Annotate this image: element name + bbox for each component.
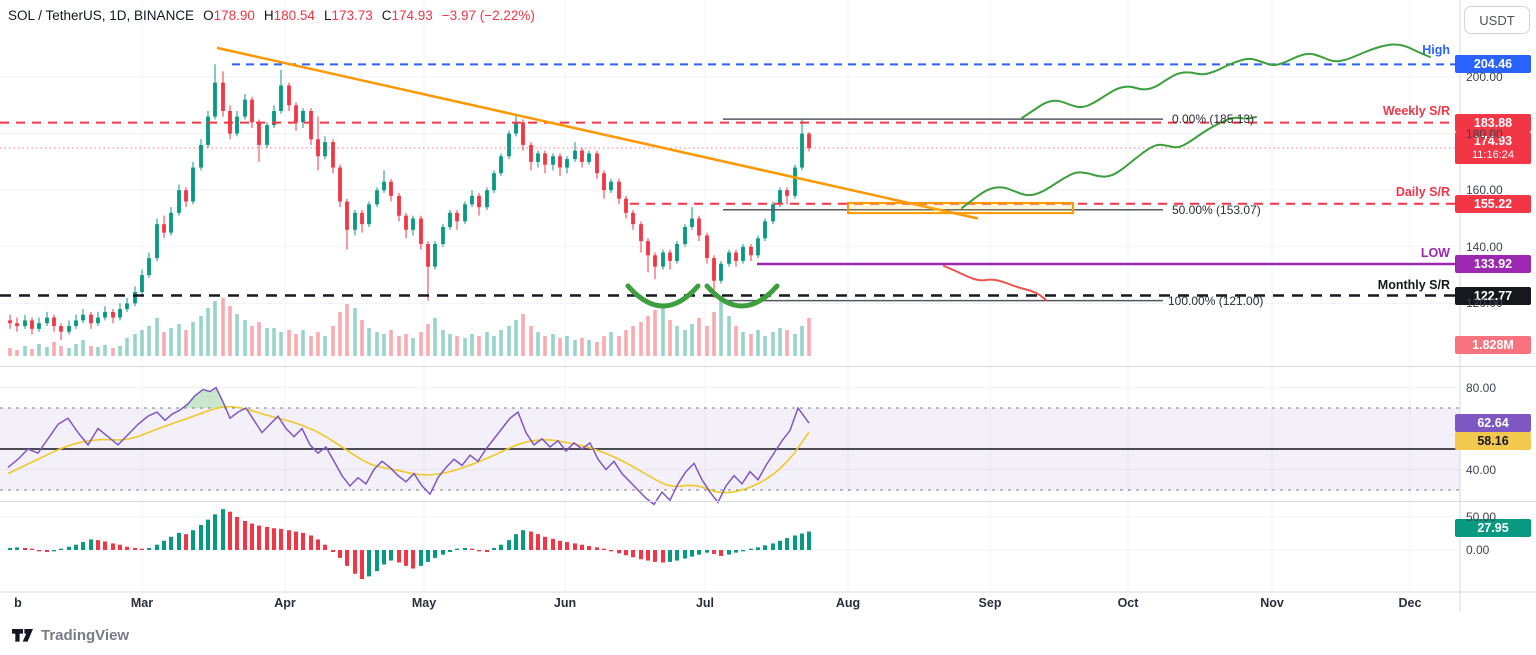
daily-sr-badge: 155.22 xyxy=(1455,194,1531,213)
macd-value-badge: 27.95 xyxy=(1455,519,1531,537)
symbol-legend: SOL / TetherUS, 1D, BINANCE O178.90 H180… xyxy=(8,8,535,23)
rsi-ma-value-badge: 58.16 xyxy=(1455,431,1531,450)
time-axis-month-label: Jul xyxy=(695,596,715,610)
time-axis-month-label: Dec xyxy=(1398,596,1422,610)
monthly-sr-label: Monthly S/R xyxy=(1377,278,1450,292)
high-level-label: High xyxy=(1422,43,1450,57)
time-axis-month-label: Jun xyxy=(553,596,577,610)
weekly-sr-label: Weekly S/R xyxy=(1382,104,1450,118)
bar-countdown: 11:16:24 xyxy=(1471,148,1514,161)
time-axis-month-label: Apr xyxy=(274,596,296,610)
time-axis-month-label: May xyxy=(411,596,437,610)
last-price-badge: 174.93 11:16:24 xyxy=(1455,131,1531,164)
fib-100-label: 100.00% (121.00) xyxy=(1168,294,1264,308)
time-axis-month-label: Mar xyxy=(130,596,154,610)
tradingview-logo-icon xyxy=(12,629,33,642)
symbol-title[interactable]: SOL / TetherUS, 1D, BINANCE xyxy=(8,8,195,23)
axis-tick-label: 40.00 xyxy=(1466,462,1497,477)
ohlc-open: O178.90 xyxy=(203,8,255,23)
tradingview-logo[interactable]: TradingView xyxy=(12,627,129,644)
ohlc-close: C174.93 xyxy=(381,8,433,23)
monthly-sr-badge: 122.77 xyxy=(1455,286,1531,305)
time-axis-month-label: Aug xyxy=(835,596,861,610)
axis-tick-label: 180.00 xyxy=(1466,126,1503,141)
axis-tick-label: 0.00 xyxy=(1466,543,1490,557)
time-axis-month-label: Sep xyxy=(978,596,1002,610)
fib-50-label: 50.00% (153.07) xyxy=(1172,203,1261,217)
rsi-value-badge: 62.64 xyxy=(1455,414,1531,432)
axis-tick-label: 50.00 xyxy=(1466,510,1497,524)
time-axis-month-label: b xyxy=(14,596,22,610)
tradingview-logo-text: TradingView xyxy=(41,627,130,644)
axis-tick-label: 160.00 xyxy=(1466,183,1503,198)
low-level-label: LOW xyxy=(1420,246,1450,260)
ohlc-low: L173.73 xyxy=(323,8,373,23)
axis-tick-label: 120.00 xyxy=(1466,296,1503,311)
daily-sr-label: Daily S/R xyxy=(1395,185,1450,199)
time-axis-month-label: Nov xyxy=(1260,596,1284,610)
low-price-badge: 133.92 xyxy=(1455,255,1531,273)
axis-tick-label: 200.00 xyxy=(1466,70,1503,84)
volume-badge: 1.828M xyxy=(1455,336,1531,354)
axis-tick-label: 140.00 xyxy=(1466,239,1503,254)
fib-0-label: 0.00% (185.13) xyxy=(1172,112,1255,126)
ohlc-high: H180.54 xyxy=(263,8,315,23)
weekly-sr-badge: 183.88 xyxy=(1455,113,1531,132)
axis-tick-label: 80.00 xyxy=(1466,380,1497,395)
time-axis-month-label: Oct xyxy=(1117,596,1139,610)
high-price-badge: 204.46 xyxy=(1455,55,1531,74)
currency-toggle-button[interactable]: USDT xyxy=(1464,6,1530,34)
price-change: −3.97 (−2.22%) xyxy=(441,8,535,23)
